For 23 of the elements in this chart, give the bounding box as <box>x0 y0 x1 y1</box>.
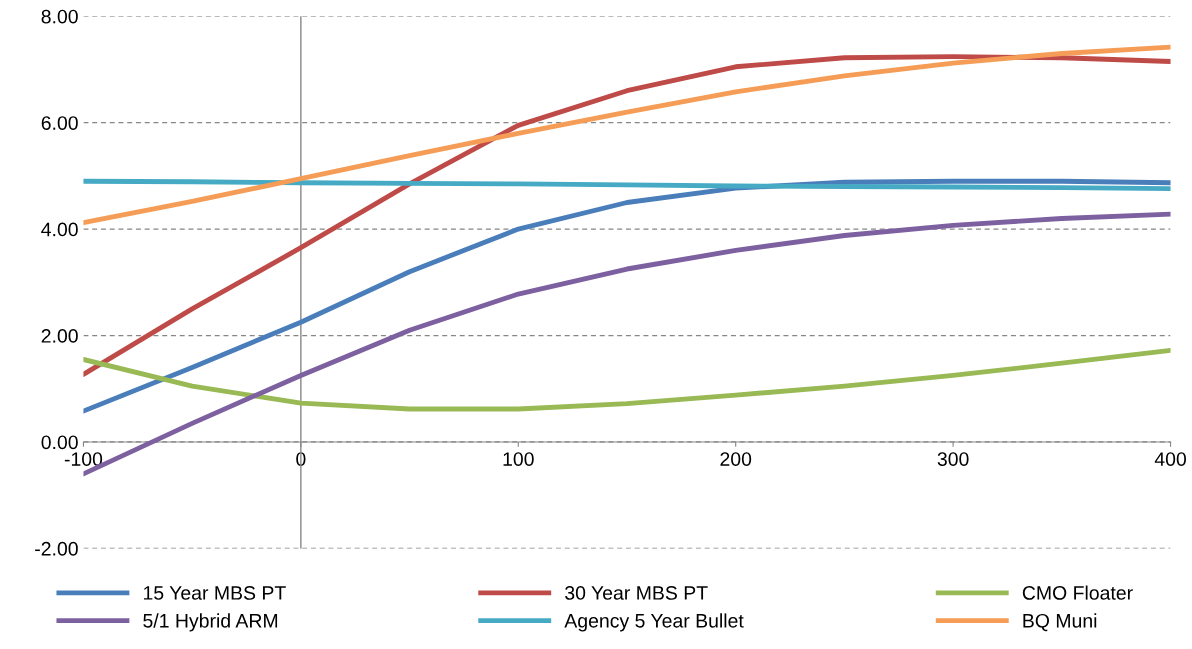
x-tick-label: 300 <box>937 452 969 466</box>
x-tick-label: 100 <box>503 452 534 466</box>
y-tick-label: 0.00 <box>41 435 78 450</box>
x-tick-label: 200 <box>720 452 752 466</box>
y-tick-label: 4.00 <box>41 222 78 237</box>
line-series <box>83 348 1171 412</box>
y-tick-label: 8.00 <box>41 9 78 24</box>
y-tick-label: -2.00 <box>35 541 78 556</box>
x-tick-label: 400 <box>1154 452 1187 466</box>
legend-label: 30 Year MBS PT <box>565 586 708 600</box>
line-series <box>83 54 1171 377</box>
y-tick-label: 6.00 <box>41 116 78 130</box>
line-series <box>83 178 1171 192</box>
legend-label: 15 Year MBS PT <box>143 586 286 600</box>
x-tick-label: 0 <box>296 452 306 466</box>
line-series <box>83 178 1171 414</box>
legend-label: BQ Muni <box>1023 613 1097 632</box>
legend-label: CMO Floater <box>1022 585 1133 600</box>
y-tick-label: 2.00 <box>41 329 78 343</box>
legend-label: Agency 5 Year Bullet <box>564 613 744 632</box>
legend-label: 5/1 Hybrid ARM <box>143 613 278 632</box>
x-tick-label: -100 <box>64 452 103 466</box>
line-series <box>83 44 1171 226</box>
